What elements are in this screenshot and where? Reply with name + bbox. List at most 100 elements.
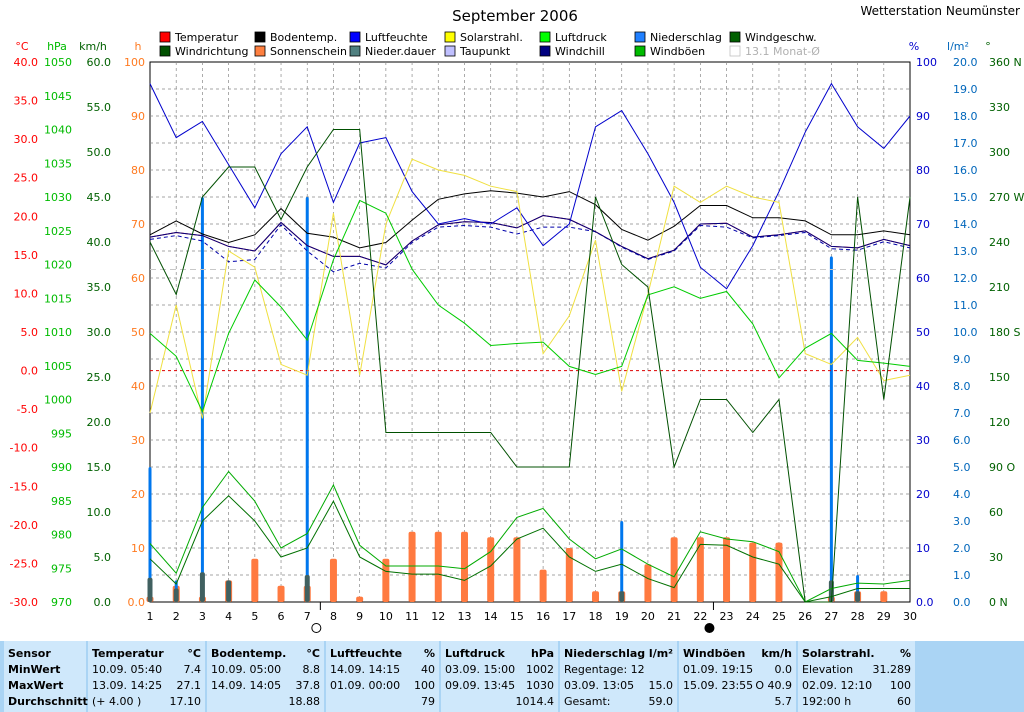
humidity-axis-label: 0.0 — [916, 596, 934, 609]
stats-value: 7.4 — [183, 663, 202, 676]
x-tick-label: 8 — [330, 610, 337, 623]
bar-Sonnenschein — [329, 558, 337, 602]
pressure-axis-label: 1000 — [44, 394, 72, 407]
x-tick-label: 14 — [484, 610, 498, 623]
bar-Sonnenschein — [696, 537, 704, 602]
stats-value: 59.0 — [648, 695, 674, 708]
x-tick-label: 28 — [851, 610, 865, 623]
moon-new-icon — [704, 623, 715, 633]
stats-cell: 01.09. 00:00 — [330, 679, 401, 692]
temp-axis-label: 20.0 — [14, 210, 39, 223]
series-lines — [149, 82, 911, 603]
pressure-axis-label: 1035 — [44, 157, 72, 170]
stats-value: 40 — [421, 663, 435, 676]
legend-swatch — [444, 31, 456, 43]
stats-row-label: Durchschnitt — [8, 695, 88, 708]
bar-Niederschlag — [620, 521, 624, 602]
legend-swatch — [159, 45, 171, 57]
precip-axis-label: 15.0 — [953, 191, 978, 204]
humidity-axis-label: 30 — [916, 434, 930, 447]
weather-chart: September 2006 Wetterstation Neumünster … — [10, 4, 1024, 633]
direction-axis-label: 300 — [989, 146, 1010, 159]
x-tick-label: 29 — [877, 610, 891, 623]
precip-axis-label: 11.0 — [953, 299, 978, 312]
x-tick-label: 19 — [615, 610, 629, 623]
x-tick-label: 17 — [562, 610, 576, 623]
series-line-Bodentemp. — [149, 190, 911, 249]
legend-label: Niederschlag — [650, 31, 722, 44]
axis-units: °C hPa km/h h% l/m² ° — [15, 40, 990, 53]
sunshine-axis-label: 10 — [131, 542, 145, 555]
pressure-axis-label: 1025 — [44, 225, 72, 238]
stats-header: Windböen — [683, 647, 746, 660]
bar-Sonnenschein — [251, 558, 259, 602]
pressure-axis-label: 1050 — [44, 56, 72, 69]
stats-cell: 15.09. 23:55 — [683, 679, 754, 692]
stats-cell: Elevation — [802, 663, 854, 676]
legend-swatch — [634, 31, 646, 43]
precip-axis-label: 2.0 — [953, 542, 971, 555]
pressure-axis-label: 1005 — [44, 360, 72, 373]
stats-cell: 13.09. 14:25 — [92, 679, 163, 692]
precip-axis-label: 7.0 — [953, 407, 971, 420]
wind-axis-label: 50.0 — [87, 146, 112, 159]
humidity-axis-label: 10 — [916, 542, 930, 555]
x-axis: 1 2 3 4 5 6 7 8 9 10 11 12 13 14 15 16 17 18 19 20 21 22 23 24 2… — [147, 602, 917, 633]
wind-axis-label: 35.0 — [87, 281, 112, 294]
x-tick-label: 3 — [199, 610, 206, 623]
direction-axis-label: 90 O — [989, 461, 1015, 474]
axis-unit-pressure: hPa — [47, 40, 67, 53]
temp-axis-label: 15.0 — [14, 249, 39, 262]
x-tick-label: 6 — [278, 610, 285, 623]
stats-cell: 01.09. 19:15 — [683, 663, 754, 676]
bar-Sonnenschein — [460, 531, 468, 602]
legend-swatch — [349, 31, 361, 43]
wind-axis-label: 40.0 — [87, 236, 112, 249]
humidity-axis-label: 80 — [916, 164, 930, 177]
temp-axis-label: 40.0 — [14, 56, 39, 69]
sunshine-axis-label: 90 — [131, 110, 145, 123]
temp-axis-label: -5.0 — [17, 403, 38, 416]
stats-unit: % — [899, 647, 911, 660]
legend-swatch — [254, 31, 266, 43]
precip-axis-label: 0.0 — [953, 596, 971, 609]
stats-value: 60 — [897, 695, 911, 708]
humidity-axis-label: 60 — [916, 272, 930, 285]
stats-cell: 14.09. 14:05 — [211, 679, 282, 692]
wind-axis-label: 10.0 — [87, 506, 112, 519]
legend-label: Luftfeuchte — [365, 31, 428, 44]
bar-Nieder.dauer — [147, 577, 153, 602]
precip-axis-label: 14.0 — [953, 218, 978, 231]
x-tick-label: 22 — [693, 610, 707, 623]
pressure-axis-label: 1040 — [44, 124, 72, 137]
legend-swatch — [634, 45, 646, 57]
axes: 40.0 35.0 30.0 25.0 20.0 15.0 10.0 5.0 0.0 -5.0 -1… — [10, 56, 1024, 609]
bar-Sonnenschein — [513, 537, 521, 602]
x-tick-label: 15 — [510, 610, 524, 623]
legend-label: Nieder.dauer — [365, 45, 436, 58]
bar-Nieder.dauer — [619, 591, 625, 602]
moon-full-icon — [311, 623, 322, 633]
bar-Nieder.dauer — [226, 580, 232, 602]
x-tick-label: 16 — [536, 610, 550, 623]
bar-Sonnenschein — [565, 548, 573, 602]
precip-axis-label: 20.0 — [953, 56, 978, 69]
direction-axis-label: 120 — [989, 416, 1010, 429]
series-line-Windrichtung — [149, 129, 911, 603]
humidity-axis-label: 40 — [916, 380, 930, 393]
stats-header: Luftdruck — [445, 647, 505, 660]
legend-label: Luftdruck — [555, 31, 607, 44]
stats-value: 100 — [890, 679, 911, 692]
bar-Sonnenschein — [277, 585, 285, 602]
stats-column: Luftfeuchte% 14.09. 14:15 40 01.09. 00:00 10… — [326, 641, 439, 712]
sunshine-axis-label: 70 — [131, 218, 145, 231]
direction-axis-label: 60 — [989, 506, 1003, 519]
series-line-Luftdruck — [149, 199, 911, 413]
stats-column: Solarstrahl.% Elevation 31.289 02.09. 12:10… — [798, 641, 915, 712]
sunshine-axis-label: 100 — [124, 56, 145, 69]
bar-Sonnenschein — [487, 537, 495, 602]
stats-header: Temperatur — [92, 647, 164, 660]
stats-value: 15.0 — [648, 679, 674, 692]
series-line-Solarstrahl. — [149, 158, 911, 419]
direction-axis-label: 0 N — [989, 596, 1008, 609]
